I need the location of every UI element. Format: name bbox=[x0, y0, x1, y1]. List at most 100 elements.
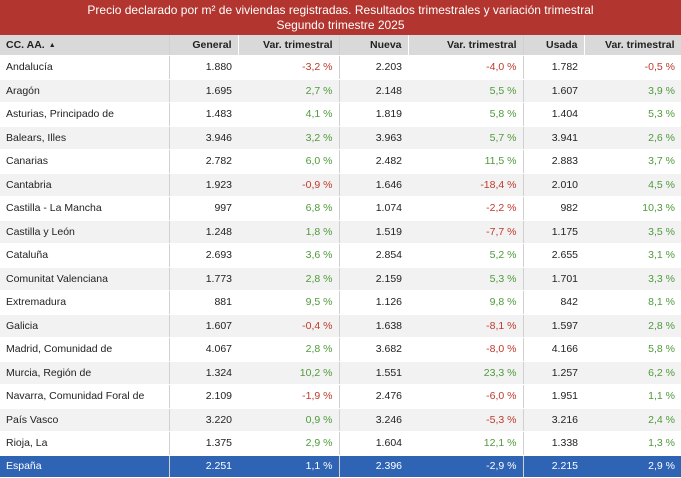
table-row: Madrid, Comunidad de 4.067 2,8 % 3.682 -8,0 … bbox=[0, 337, 681, 362]
cell-var-nueva: 5,5 % bbox=[408, 79, 524, 103]
cell-var-usada: 2,8 % bbox=[584, 314, 681, 338]
cell-region: Cataluña bbox=[0, 243, 170, 268]
cell-var-general: 2,7 % bbox=[238, 79, 340, 103]
table-row: Asturias, Principado de 1.483 4,1 % 1.819 5,… bbox=[0, 102, 681, 127]
cell-var-general: -0,4 % bbox=[238, 314, 340, 338]
cell-general: 2.251 bbox=[169, 455, 238, 478]
cell-var-general: 2,8 % bbox=[238, 337, 340, 362]
cell-var-usada: 10,3 % bbox=[584, 196, 681, 221]
cell-var-general: 4,1 % bbox=[238, 102, 340, 127]
cell-var-nueva: 9,8 % bbox=[408, 290, 524, 315]
table-row: Aragón 1.695 2,7 % 2.148 5,5 % 1.607 3,9 % bbox=[0, 79, 681, 103]
table-row: Castilla - La Mancha 997 6,8 % 1.074 -2,2 % 9… bbox=[0, 196, 681, 221]
cell-var-usada: 3,1 % bbox=[584, 243, 681, 268]
cell-var-usada: 8,1 % bbox=[584, 290, 681, 315]
cell-region: España bbox=[0, 455, 170, 478]
cell-var-usada: 1,3 % bbox=[584, 431, 681, 456]
table-title: Precio declarado por m² de viviendas reg… bbox=[0, 0, 681, 35]
cell-usada: 1.338 bbox=[523, 431, 584, 456]
column-header-general[interactable]: General bbox=[169, 35, 239, 56]
cell-var-usada: 3,7 % bbox=[584, 149, 681, 174]
cell-region: Asturias, Principado de bbox=[0, 102, 170, 127]
cell-var-general: 9,5 % bbox=[238, 290, 340, 315]
title-line-1: Precio declarado por m² de viviendas reg… bbox=[87, 3, 594, 17]
cell-nueva: 1.604 bbox=[339, 431, 408, 456]
cell-nueva: 1.646 bbox=[339, 173, 408, 197]
cell-usada: 2.655 bbox=[523, 243, 584, 268]
cell-var-general: 1,1 % bbox=[238, 455, 340, 478]
cell-var-general: 1,8 % bbox=[238, 220, 340, 244]
cell-var-general: 0,9 % bbox=[238, 408, 340, 432]
cell-usada: 3.216 bbox=[523, 408, 584, 432]
cell-general: 1.483 bbox=[169, 102, 238, 127]
cell-region: País Vasco bbox=[0, 408, 170, 432]
cell-nueva: 2.148 bbox=[339, 79, 408, 103]
cell-var-nueva: 5,2 % bbox=[408, 243, 524, 268]
cell-var-usada: 3,5 % bbox=[584, 220, 681, 244]
cell-region: Canarias bbox=[0, 149, 170, 174]
cell-var-nueva: -6,0 % bbox=[408, 384, 524, 409]
cell-nueva: 3.246 bbox=[339, 408, 408, 432]
cell-var-nueva: -18,4 % bbox=[408, 173, 524, 197]
cell-usada: 1.782 bbox=[523, 55, 584, 80]
cell-nueva: 1.519 bbox=[339, 220, 408, 244]
cell-var-general: 2,9 % bbox=[238, 431, 340, 456]
cell-nueva: 1.551 bbox=[339, 361, 408, 385]
cell-var-nueva: -7,7 % bbox=[408, 220, 524, 244]
cell-var-usada: 3,9 % bbox=[584, 79, 681, 103]
cell-var-nueva: -2,9 % bbox=[408, 455, 524, 478]
cell-region: Madrid, Comunidad de bbox=[0, 337, 170, 362]
cell-general: 2.782 bbox=[169, 149, 238, 174]
cell-var-nueva: 11,5 % bbox=[408, 149, 524, 174]
cell-var-nueva: -2,2 % bbox=[408, 196, 524, 221]
cell-region: Castilla - La Mancha bbox=[0, 196, 170, 221]
column-header-var-general[interactable]: Var. trimestral bbox=[238, 35, 340, 56]
column-header-usada[interactable]: Usada bbox=[523, 35, 585, 56]
cell-var-nueva: 23,3 % bbox=[408, 361, 524, 385]
cell-var-usada: 2,4 % bbox=[584, 408, 681, 432]
cell-var-usada: 2,9 % bbox=[584, 455, 681, 478]
table-row: Navarra, Comunidad Foral de 2.109 -1,9 % 2.… bbox=[0, 384, 681, 409]
cell-var-nueva: 5,7 % bbox=[408, 126, 524, 150]
cell-usada: 1.404 bbox=[523, 102, 584, 127]
cell-usada: 982 bbox=[523, 196, 584, 221]
cell-var-nueva: -5,3 % bbox=[408, 408, 524, 432]
cell-general: 4.067 bbox=[169, 337, 238, 362]
cell-usada: 1.607 bbox=[523, 79, 584, 103]
cell-general: 1.607 bbox=[169, 314, 238, 338]
column-header-nueva[interactable]: Nueva bbox=[339, 35, 409, 56]
cell-region: Andalucía bbox=[0, 55, 170, 80]
column-header-var-usada[interactable]: Var. trimestral bbox=[584, 35, 681, 56]
cell-var-general: -3,2 % bbox=[238, 55, 340, 80]
table-row: Rioja, La 1.375 2,9 % 1.604 12,1 % 1.338 1,3 % bbox=[0, 431, 681, 456]
cell-var-usada: 4,5 % bbox=[584, 173, 681, 197]
table-row: Balears, Illes 3.946 3,2 % 3.963 5,7 % 3.941 2… bbox=[0, 126, 681, 150]
cell-usada: 4.166 bbox=[523, 337, 584, 362]
cell-general: 1.248 bbox=[169, 220, 238, 244]
cell-usada: 1.701 bbox=[523, 267, 584, 291]
cell-var-general: 6,8 % bbox=[238, 196, 340, 221]
cell-nueva: 2.159 bbox=[339, 267, 408, 291]
cell-usada: 2.010 bbox=[523, 173, 584, 197]
cell-region: Galicia bbox=[0, 314, 170, 338]
table-row: Canarias 2.782 6,0 % 2.482 11,5 % 2.883 3,7 % bbox=[0, 149, 681, 174]
column-header-var-nueva[interactable]: Var. trimestral bbox=[408, 35, 524, 56]
cell-var-general: -1,9 % bbox=[238, 384, 340, 409]
cell-nueva: 2.482 bbox=[339, 149, 408, 174]
cell-region: Murcia, Región de bbox=[0, 361, 170, 385]
cell-general: 1.880 bbox=[169, 55, 238, 80]
cell-general: 997 bbox=[169, 196, 238, 221]
cell-usada: 842 bbox=[523, 290, 584, 315]
table-row: País Vasco 3.220 0,9 % 3.246 -5,3 % 3.216 2,4 … bbox=[0, 408, 681, 432]
cell-nueva: 1.638 bbox=[339, 314, 408, 338]
cell-general: 1.695 bbox=[169, 79, 238, 103]
column-header-region[interactable]: CC. AA. ▲ bbox=[0, 35, 170, 56]
table-row: Castilla y León 1.248 1,8 % 1.519 -7,7 % 1.17… bbox=[0, 220, 681, 244]
cell-region: Navarra, Comunidad Foral de bbox=[0, 384, 170, 409]
table-row: Cantabria 1.923 -0,9 % 1.646 -18,4 % 2.010 4,5… bbox=[0, 173, 681, 197]
cell-var-nueva: -8,1 % bbox=[408, 314, 524, 338]
table-row: Extremadura 881 9,5 % 1.126 9,8 % 842 8,1 % bbox=[0, 290, 681, 315]
cell-var-general: 2,8 % bbox=[238, 267, 340, 291]
cell-usada: 1.257 bbox=[523, 361, 584, 385]
cell-region: Comunitat Valenciana bbox=[0, 267, 170, 291]
